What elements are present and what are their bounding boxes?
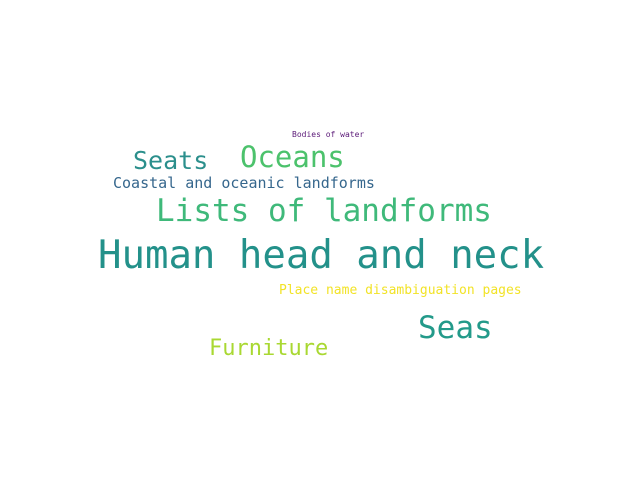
word-bodies-of-water: Bodies of water: [292, 130, 365, 139]
word-lists-of-landforms: Lists of landforms: [156, 193, 492, 229]
word-place-name-disambiguation: Place name disambiguation pages: [279, 283, 522, 298]
word-furniture: Furniture: [209, 336, 329, 361]
word-seas: Seas: [418, 310, 493, 346]
word-coastal-landforms: Coastal and oceanic landforms: [113, 174, 375, 192]
word-oceans: Oceans: [240, 140, 345, 174]
word-human-head-and-neck: Human head and neck: [98, 233, 545, 278]
word-seats: Seats: [133, 146, 209, 175]
